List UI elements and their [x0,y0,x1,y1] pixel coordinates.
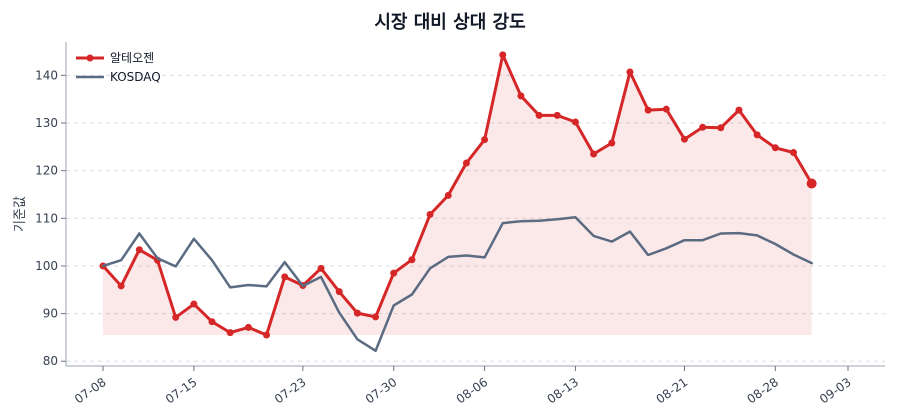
series-point [662,105,670,113]
x-tick-label: 07-15 [163,375,200,406]
series-point [281,273,289,281]
series-fill-area [103,54,812,336]
x-tick-label: 08-21 [654,375,691,406]
series-point [372,313,380,321]
series-point [753,131,761,139]
y-tick-label: 120 [35,164,58,178]
y-tick-label: 110 [35,211,58,225]
series-point [117,282,125,290]
legend-label-series-2: KOSDAQ [110,70,161,84]
y-tick-label: 90 [43,307,58,321]
legend: 알테오젠 KOSDAQ [76,51,161,84]
series-layer [99,51,817,353]
series-point [499,51,507,59]
series-point [644,106,652,114]
series-point [353,309,361,317]
x-tick-label: 08-28 [744,375,781,406]
x-tick-label: 07-30 [363,375,400,406]
series-point [553,111,561,119]
y-tick-label: 140 [35,68,58,82]
series-point [426,210,434,218]
x-tick-label: 08-13 [545,375,582,406]
x-tick-label: 09-03 [817,375,854,406]
series-point [390,269,398,277]
series-point [771,144,779,152]
series-point [481,136,489,144]
series-point [263,331,271,339]
series-point [244,323,252,331]
y-tick-label: 100 [35,259,58,273]
series-line-1 [101,53,814,337]
x-tick-label: 07-08 [72,375,109,406]
series-point [608,139,616,147]
series-point [571,118,579,126]
series-point [335,288,343,296]
series-point [172,313,180,321]
series-point [462,159,470,167]
series-point [226,329,234,337]
x-tick-label: 07-23 [272,375,309,406]
series-point [680,135,688,143]
series-point [626,68,634,76]
series-line-2 [101,216,813,353]
series-point [190,300,198,308]
gridlines [66,74,885,362]
series-point [535,111,543,119]
series-point [789,149,797,157]
series-point [135,246,143,254]
series-point [517,92,525,100]
series-point [444,191,452,199]
chart-title: 시장 대비 상대 강도 [374,12,526,33]
series-point [317,264,325,272]
legend-label-series-1: 알테오젠 [110,51,154,65]
y-tick-label: 80 [43,354,58,368]
series-point [735,106,743,114]
series-point-last [806,178,817,189]
series-point [590,150,598,158]
series-point [208,318,216,326]
series-point [699,123,707,131]
y-axis-label: 기준값 [13,196,28,232]
legend-marker-series-1 [86,54,94,62]
series-point [408,256,416,264]
x-tick-label: 08-06 [454,375,491,406]
series-point [717,124,725,132]
y-tick-label: 130 [35,116,58,130]
